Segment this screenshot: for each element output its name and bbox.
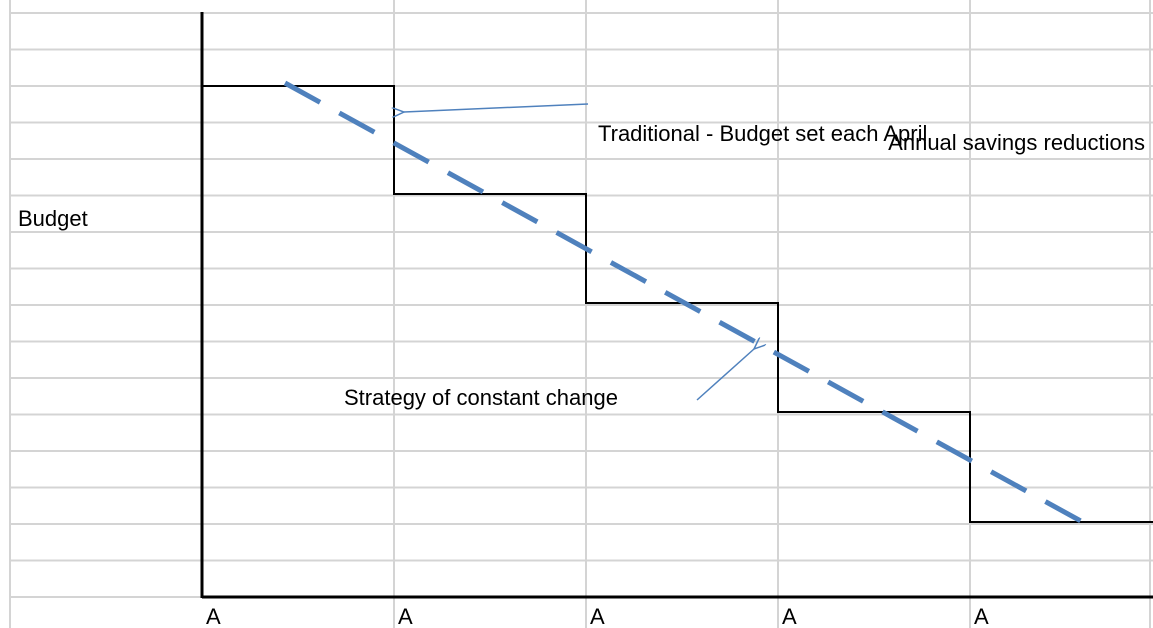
sheet-grid [9, 0, 1153, 628]
x-label: A [206, 604, 221, 628]
constant-change-line [283, 80, 1090, 528]
annotation: Annual savings reductions [888, 130, 1145, 155]
annotation: Traditional - Budget set each April [598, 121, 927, 146]
arrow [696, 349, 754, 401]
x-label: A [974, 604, 989, 628]
y-label: Budget [18, 206, 88, 231]
x-label: A [398, 604, 413, 628]
x-label: A [590, 604, 605, 628]
annotation: Strategy of constant change [344, 385, 618, 410]
x-label: A [782, 604, 797, 628]
arrow [404, 103, 589, 112]
